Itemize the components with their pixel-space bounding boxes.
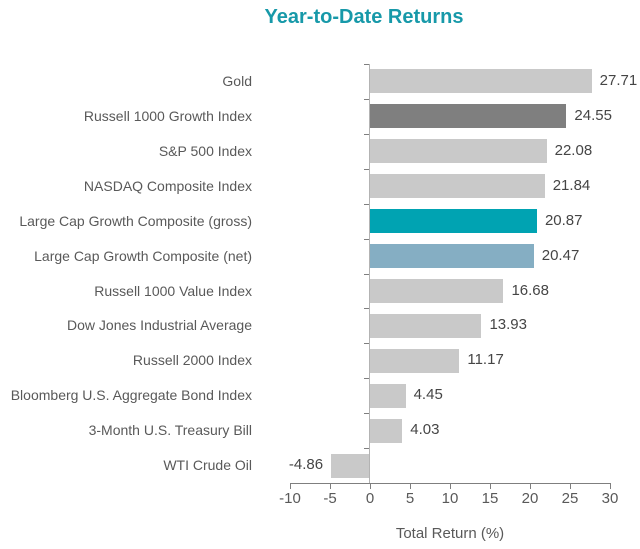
value-label: 20.87 [544,211,583,229]
value-label: 22.08 [554,141,593,159]
y-axis-tick [364,343,369,345]
x-axis-tick-label: 30 [601,490,619,508]
bar [370,209,537,234]
x-axis-title: Total Return (%) [395,525,505,543]
bar [370,313,482,338]
y-axis-tick [364,308,369,310]
bar [370,139,547,164]
value-label: 11.17 [467,351,504,369]
y-axis-tick [364,273,369,275]
value-label: -4.86 [288,456,324,474]
category-label: Large Cap Growth Composite (gross) [19,212,252,229]
value-label: 27.71 [599,72,638,89]
x-axis-tick [290,483,291,490]
bar [331,453,370,478]
x-axis-tick-label: 20 [521,490,539,508]
y-axis-tick [364,413,369,415]
category-label: Large Cap Growth Composite (net) [34,247,252,264]
x-axis-tick [610,483,611,490]
bar [370,383,406,408]
x-axis-tick [410,483,411,490]
y-axis-tick [364,238,369,240]
category-label: 3-Month U.S. Treasury Bill [88,422,252,439]
category-label: Russell 1000 Value Index [94,282,252,299]
category-label: Russell 2000 Index [132,352,252,369]
x-axis-tick-label: -5 [323,490,337,508]
bar [370,104,567,129]
bar [370,348,460,373]
bar [370,69,592,94]
category-label: S&P 500 Index [158,142,252,159]
value-label: 16.68 [511,281,549,299]
x-axis-tick-label: 10 [441,490,459,508]
y-axis-tick [364,98,369,100]
category-label: NASDAQ Composite Index [83,177,252,194]
value-label: 21.84 [552,176,591,194]
x-axis-tick-label: 15 [481,490,499,508]
category-label: Gold [222,73,252,89]
x-axis-tick-label: 0 [365,490,375,508]
value-label: 13.93 [489,316,527,334]
x-axis-tick [330,483,331,490]
x-axis-tick-label: 25 [561,490,579,508]
y-axis-tick [364,168,369,170]
value-label: 4.03 [410,421,440,439]
y-axis-tick [364,64,369,65]
x-axis-tick [450,483,451,490]
bar [370,174,545,199]
category-label: WTI Crude Oil [163,457,252,474]
bar [370,278,504,303]
category-label: Dow Jones Industrial Average [67,317,252,334]
y-axis-tick [364,448,369,450]
value-label: 4.45 [413,386,443,404]
bar [370,418,403,443]
y-axis-tick [364,133,369,135]
y-axis-line [369,64,370,484]
x-axis-tick [370,483,371,490]
value-label: 20.47 [541,246,580,264]
chart-title: Year-to-Date Returns [264,6,464,28]
x-axis-tick-label: 5 [405,490,415,508]
value-label: 24.55 [574,106,612,124]
y-axis-tick [364,378,369,380]
x-axis-tick [490,483,491,490]
category-label: Russell 1000 Growth Index [83,107,252,124]
y-axis-tick [364,203,369,205]
bar [370,244,534,269]
x-axis-tick-label: -10 [279,490,301,508]
x-axis-tick [530,483,531,490]
x-axis-tick [570,483,571,490]
category-label: Bloomberg U.S. Aggregate Bond Index [10,387,252,404]
